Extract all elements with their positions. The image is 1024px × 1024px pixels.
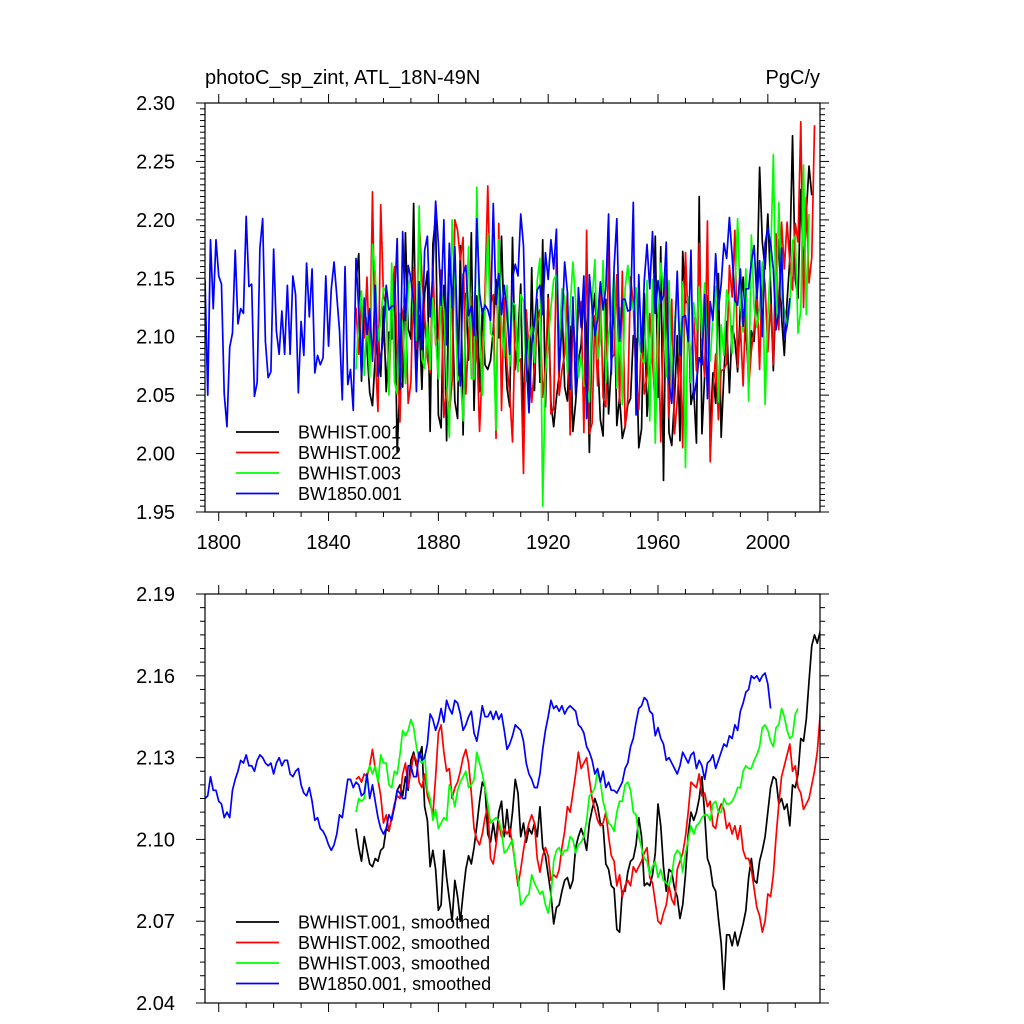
y-tick-label: 2.15 [136,268,175,290]
y-tick-label: 2.10 [136,327,175,349]
y-tick-label: 2.16 [136,666,175,688]
legend-label: BW1850.001, smoothed [298,974,491,994]
legend-label: BWHIST.003, smoothed [298,954,490,974]
y-tick-label: 2.25 [136,151,175,173]
y-tick-label: 2.13 [136,748,175,770]
y-tick-label: 2.10 [136,829,175,851]
top-panel: photoC_sp_zint, ATL_18N-49N PgC/y 1800 18… [136,67,829,554]
series-line-bwhist-003-smoothed [355,707,799,914]
legend-label: BWHIST.001 [298,423,401,443]
series-line-bwhist-003 [355,153,810,508]
y-tick-label: 2.05 [136,385,175,407]
bottom-panel: 2.04 2.07 2.10 2.13 2.16 2.19 BWHIST.001, smoo… [136,584,829,1015]
y-tick-label: 2.07 [136,911,175,933]
legend-label: BWHIST.002, smoothed [298,933,490,953]
x-tick-label: 1960 [636,532,681,554]
y-tick-label: 2.00 [136,444,175,466]
x-tick-label: 1840 [306,532,351,554]
x-tick-label: 1880 [416,532,461,554]
series-line-bwhist-002-smoothed [355,706,820,933]
x-tick-label: 2000 [746,532,791,554]
x-tick-label: 1800 [196,532,241,554]
y-tick-label: 2.19 [136,584,175,606]
legend-label: BWHIST.003 [298,464,401,484]
legend-label: BWHIST.002 [298,443,401,463]
series-line-bw1850-001 [205,200,791,428]
top-panel-units: PgC/y [766,67,820,89]
y-tick-label: 1.95 [136,502,175,524]
y-tick-label: 2.30 [136,93,175,115]
legend-label: BWHIST.001, smoothed [298,913,490,933]
top-panel-title: photoC_sp_zint, ATL_18N-49N [205,67,480,89]
x-tick-label: 1920 [526,532,571,554]
series-line-bw1850-001-smoothed [205,672,772,852]
legend-label: BW1850.001 [298,484,402,504]
y-tick-label: 2.04 [136,993,175,1015]
y-tick-label: 2.20 [136,210,175,232]
